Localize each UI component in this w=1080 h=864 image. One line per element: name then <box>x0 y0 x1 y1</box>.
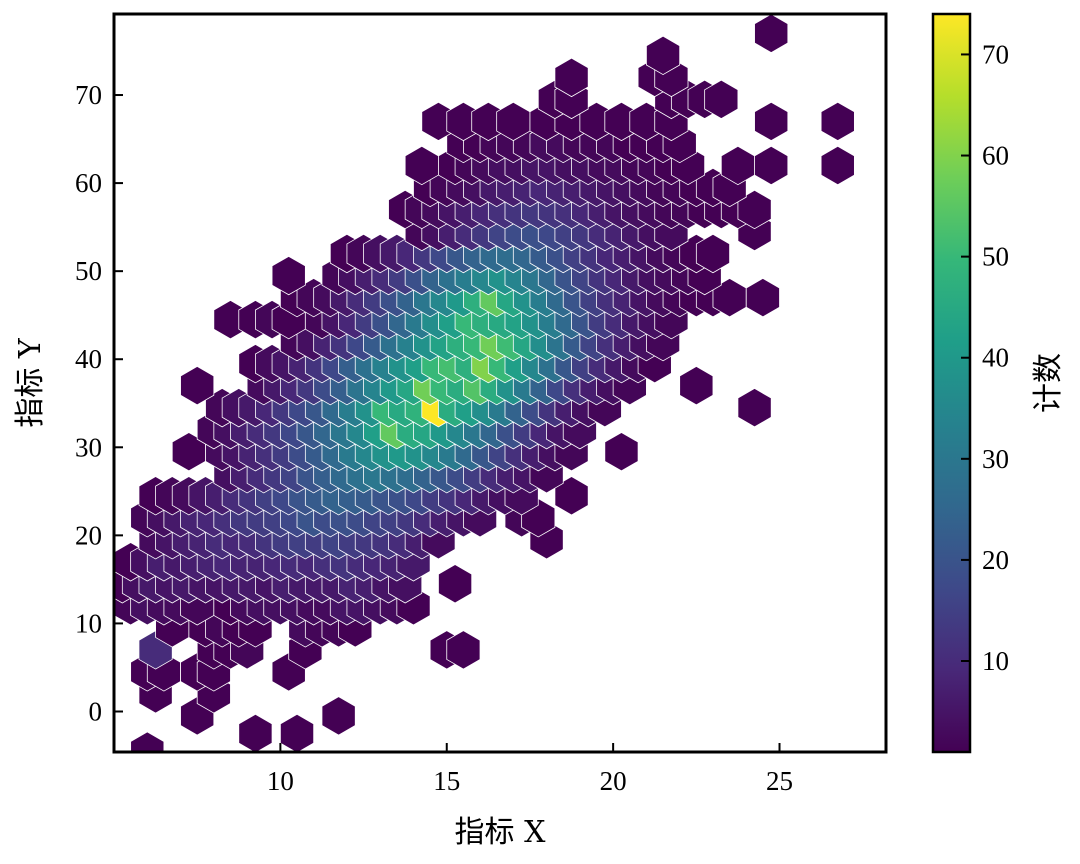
x-axis: 10 15 20 25 <box>267 743 793 796</box>
y-tick-label: 70 <box>75 80 102 110</box>
hexbin-cell <box>737 387 772 428</box>
hexbin-cell <box>438 564 473 604</box>
hexbin-cell <box>279 713 315 752</box>
colorbar-ticks: 10 20 30 40 50 60 70 <box>961 39 1009 676</box>
colorbar-tick-label: 70 <box>982 39 1009 69</box>
colorbar-frame <box>931 12 972 754</box>
y-tick-label: 20 <box>75 520 102 550</box>
hexbin-cell <box>820 145 855 186</box>
x-tick-label: 15 <box>433 766 460 796</box>
plot-frame <box>112 12 888 754</box>
colorbar-tick-label: 30 <box>982 444 1009 474</box>
colorbar-tick-label: 20 <box>982 545 1009 575</box>
y-tick-label: 0 <box>89 696 103 726</box>
hexbin-cell <box>130 731 165 752</box>
hexbin-cell <box>271 255 306 296</box>
colorbar-tick-label: 40 <box>982 343 1009 373</box>
hexbin-cell <box>754 14 789 54</box>
hexbin-cell <box>180 365 215 406</box>
colorbar-label: 计数 <box>1031 353 1066 413</box>
y-axis: 0 10 20 30 40 50 60 70 <box>75 80 123 726</box>
y-axis-label: 指标 Y <box>13 337 48 428</box>
hexbin-cell <box>720 145 755 186</box>
y-tick-label: 30 <box>75 432 102 462</box>
hexbin-cell <box>554 57 589 98</box>
colorbar: 10 20 30 40 50 60 70 计数 <box>931 12 1066 754</box>
colorbar-tick-label: 50 <box>982 242 1009 272</box>
y-tick-label: 60 <box>75 168 102 198</box>
colorbar-gradient <box>933 14 970 752</box>
hexbin-cell <box>646 35 681 76</box>
x-tick-label: 25 <box>766 766 793 796</box>
hexbin-cell <box>695 233 730 274</box>
x-tick-label: 20 <box>600 766 627 796</box>
hexbin-cells <box>114 14 855 752</box>
y-tick-label: 40 <box>75 344 102 374</box>
hexbin-cell <box>238 713 273 752</box>
y-tick-label: 50 <box>75 256 102 286</box>
hexbin-cell <box>745 277 780 318</box>
hexbin-cell <box>321 696 356 736</box>
hexbin-cell <box>754 145 789 186</box>
colorbar-tick-label: 60 <box>982 141 1009 171</box>
x-axis-label: 指标 X <box>455 815 547 850</box>
hexbin-cell <box>704 79 739 120</box>
hexbin-cell <box>604 432 639 472</box>
y-tick-label: 10 <box>75 608 102 638</box>
hexbin-cell <box>754 101 789 142</box>
colorbar-tick-label: 10 <box>982 646 1009 676</box>
hexbin-cell <box>446 630 481 670</box>
hexbin-cell <box>679 365 714 406</box>
hexbin-cell <box>820 101 855 142</box>
x-tick-label: 10 <box>267 766 294 796</box>
